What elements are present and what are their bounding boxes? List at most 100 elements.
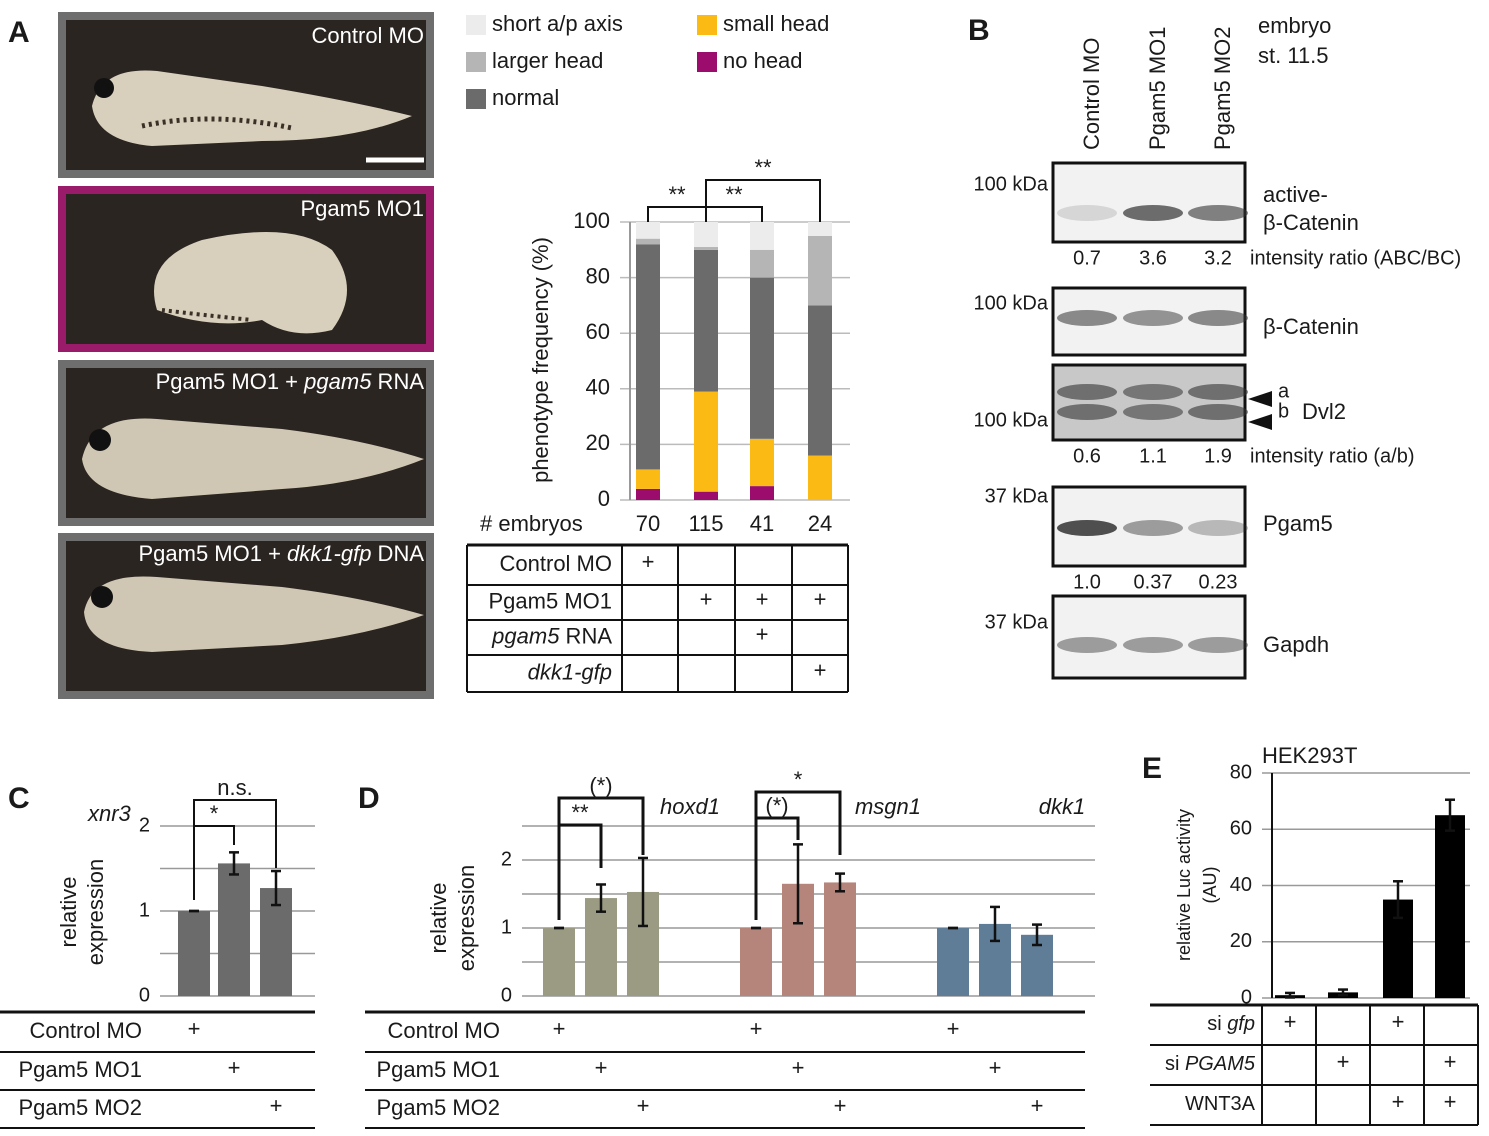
blot: [1051, 594, 1247, 680]
text-part: si: [1207, 1013, 1227, 1035]
text-part: RNA: [559, 623, 612, 648]
y-tick-label: 2: [501, 848, 512, 870]
treatment-mark: +: [1444, 1049, 1457, 1074]
row-label: Pgam5 MO2: [19, 1095, 143, 1120]
band: [1123, 520, 1183, 536]
bar-segment: [636, 222, 660, 239]
y-tick-label: 40: [586, 375, 610, 400]
italic-part: PGAM5: [1185, 1053, 1256, 1075]
count-label: # embryos: [480, 511, 583, 536]
band: [1057, 520, 1117, 536]
y-tick-label: 1: [139, 899, 150, 921]
text-part: Control MO: [388, 1018, 500, 1043]
significance-label: (*): [589, 773, 612, 798]
band: [1123, 310, 1183, 326]
bar-segment: [694, 222, 718, 248]
row-label: si gfp: [1207, 1013, 1255, 1035]
legend-label: larger head: [492, 48, 603, 73]
protein-label: β-Catenin: [1263, 314, 1359, 339]
treatment-mark: +: [270, 1093, 283, 1118]
bar-segment: [636, 244, 660, 470]
row-label: WNT3A: [1185, 1093, 1256, 1115]
band: [1188, 384, 1248, 400]
panel-label: D: [358, 782, 380, 815]
bar-segment: [636, 488, 660, 500]
row-label: Control MO: [500, 551, 612, 576]
treatment-mark: +: [750, 1016, 763, 1041]
text-part: Pgam5 MO1 +: [138, 541, 287, 566]
treatment-mark: +: [637, 1093, 650, 1118]
y-axis-label: relative: [56, 877, 81, 948]
italic-part: pgam5: [303, 369, 372, 394]
text-part: Pgam5 MO1: [377, 1057, 501, 1082]
treatment-mark: +: [553, 1016, 566, 1041]
row-label: Control MO: [30, 1018, 142, 1043]
row-label: pgam5 RNA: [491, 623, 612, 648]
size-label: 37 kDa: [985, 611, 1049, 633]
y-tick-label: 0: [501, 984, 512, 1006]
bar: [218, 863, 250, 996]
bar-segment: [636, 238, 660, 245]
bar: [824, 882, 856, 996]
band: [1057, 310, 1117, 326]
row-label: Pgam5 MO1: [377, 1057, 501, 1082]
bar-segment: [694, 491, 718, 500]
gene-label: dkk1: [1039, 794, 1085, 819]
y-axis-label: expression: [83, 859, 108, 965]
ratio-label: intensity ratio (a/b): [1250, 445, 1415, 467]
significance-bracket: [705, 179, 821, 222]
bar: [178, 911, 210, 996]
treatment-mark: +: [1284, 1009, 1297, 1034]
bar: [937, 928, 969, 996]
treatment-mark: +: [947, 1016, 960, 1041]
y-tick-label: 60: [1230, 818, 1252, 840]
embryo-photo: [58, 360, 434, 526]
band-arrow: [1248, 414, 1272, 430]
treatment-mark: +: [595, 1055, 608, 1080]
bar-segment: [750, 222, 774, 250]
ratio: 0.7: [1073, 247, 1101, 269]
image-label: Pgam5 MO1: [301, 196, 425, 221]
ratio: 3.6: [1139, 247, 1167, 269]
stage-label: embryo: [1258, 13, 1331, 38]
bar: [1435, 815, 1465, 998]
panel-label: C: [8, 782, 30, 815]
text-part: Control MO: [30, 1018, 142, 1043]
band-label: a: [1278, 380, 1290, 402]
image-label: Control MO: [312, 23, 424, 48]
legend-label: small head: [723, 11, 829, 36]
bar: [740, 928, 772, 996]
gene-label: xnr3: [87, 801, 132, 826]
y-tick-label: 1: [501, 916, 512, 938]
embryo-photo: [58, 186, 434, 352]
treatment-mark: +: [188, 1016, 201, 1041]
legend-swatch: [697, 15, 717, 35]
y-tick-label: 0: [1241, 986, 1252, 1008]
panel-label: B: [968, 14, 990, 47]
text-part: Pgam5 MO1: [301, 196, 425, 221]
italic-part: gfp: [1227, 1013, 1255, 1035]
treatment-mark: +: [756, 586, 769, 611]
panel-label: A: [8, 16, 30, 49]
treatment-mark: +: [814, 657, 827, 682]
significance-bracket: [193, 799, 277, 900]
bar-segment: [808, 235, 832, 306]
embryo-photo: [58, 12, 434, 178]
significance-label: **: [571, 800, 589, 825]
text-part: Control MO: [312, 23, 424, 48]
significance-bracket: [754, 790, 842, 920]
treatment-mark: +: [700, 586, 713, 611]
image-label: Pgam5 MO1 + dkk1-gfp DNA: [138, 541, 424, 566]
size-label: 100 kDa: [974, 173, 1049, 195]
ratio: 0.23: [1199, 571, 1238, 593]
bar-segment: [750, 486, 774, 500]
image-label: Pgam5 MO1 + pgam5 RNA: [156, 369, 425, 394]
significance-label: (*): [765, 793, 788, 818]
embryo-photo: [58, 533, 434, 699]
protein-label: Pgam5: [1263, 511, 1333, 536]
band: [1057, 384, 1117, 400]
text-part: Control MO: [500, 551, 612, 576]
text-part: RNA: [371, 369, 424, 394]
text-part: Pgam5 MO1: [19, 1057, 143, 1082]
